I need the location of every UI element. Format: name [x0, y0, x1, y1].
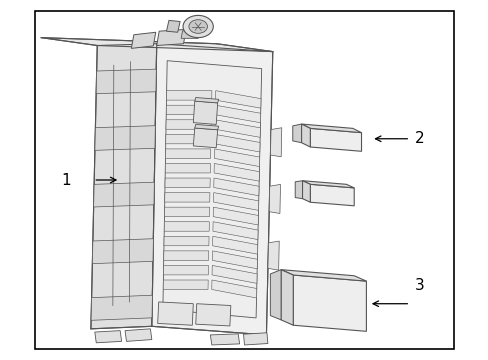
Polygon shape — [195, 304, 230, 326]
Polygon shape — [302, 181, 310, 202]
Polygon shape — [301, 124, 310, 147]
Polygon shape — [91, 295, 152, 320]
Polygon shape — [165, 134, 211, 144]
Circle shape — [183, 15, 213, 38]
Polygon shape — [270, 128, 281, 157]
Polygon shape — [213, 178, 259, 196]
Polygon shape — [193, 101, 217, 125]
Polygon shape — [213, 193, 258, 210]
Polygon shape — [214, 149, 259, 167]
Polygon shape — [95, 330, 122, 343]
Polygon shape — [152, 44, 272, 335]
Circle shape — [188, 20, 207, 33]
Polygon shape — [301, 124, 361, 133]
Polygon shape — [269, 184, 280, 213]
Text: 2: 2 — [414, 131, 424, 146]
Polygon shape — [292, 124, 301, 143]
Polygon shape — [95, 126, 155, 150]
Polygon shape — [293, 275, 366, 331]
Polygon shape — [163, 236, 209, 246]
Text: 1: 1 — [61, 172, 71, 188]
Polygon shape — [215, 91, 261, 108]
Polygon shape — [281, 270, 366, 281]
Polygon shape — [165, 149, 210, 158]
Polygon shape — [270, 270, 281, 320]
Polygon shape — [243, 333, 267, 345]
Polygon shape — [281, 270, 293, 325]
Polygon shape — [212, 222, 258, 239]
Polygon shape — [194, 98, 218, 103]
Polygon shape — [212, 236, 257, 254]
Polygon shape — [166, 21, 180, 32]
Polygon shape — [93, 182, 154, 207]
Polygon shape — [157, 30, 185, 45]
Polygon shape — [181, 31, 198, 39]
Text: 3: 3 — [414, 278, 424, 293]
Polygon shape — [302, 181, 353, 188]
Polygon shape — [164, 222, 209, 231]
Polygon shape — [166, 91, 211, 100]
Polygon shape — [91, 44, 157, 329]
Polygon shape — [267, 241, 279, 270]
Polygon shape — [215, 105, 260, 123]
Polygon shape — [213, 207, 258, 225]
Polygon shape — [193, 128, 217, 148]
Polygon shape — [96, 69, 156, 94]
Polygon shape — [165, 163, 210, 173]
Polygon shape — [164, 207, 209, 217]
Polygon shape — [310, 129, 361, 151]
Polygon shape — [212, 251, 257, 269]
Polygon shape — [166, 105, 211, 115]
Polygon shape — [163, 251, 208, 260]
Polygon shape — [164, 178, 210, 188]
Polygon shape — [163, 265, 208, 275]
Polygon shape — [210, 334, 239, 345]
Polygon shape — [158, 302, 193, 325]
Polygon shape — [214, 134, 260, 152]
Polygon shape — [125, 329, 152, 341]
Polygon shape — [310, 184, 353, 206]
Polygon shape — [165, 120, 211, 129]
Polygon shape — [41, 38, 272, 51]
Polygon shape — [164, 193, 209, 202]
Polygon shape — [211, 280, 256, 298]
Bar — [35, 12, 453, 348]
Polygon shape — [215, 120, 260, 138]
Polygon shape — [194, 125, 218, 130]
Polygon shape — [295, 181, 302, 199]
Polygon shape — [163, 280, 208, 289]
Polygon shape — [131, 32, 156, 48]
Polygon shape — [212, 265, 257, 283]
Polygon shape — [163, 61, 261, 318]
Polygon shape — [214, 163, 259, 181]
Polygon shape — [92, 239, 153, 264]
